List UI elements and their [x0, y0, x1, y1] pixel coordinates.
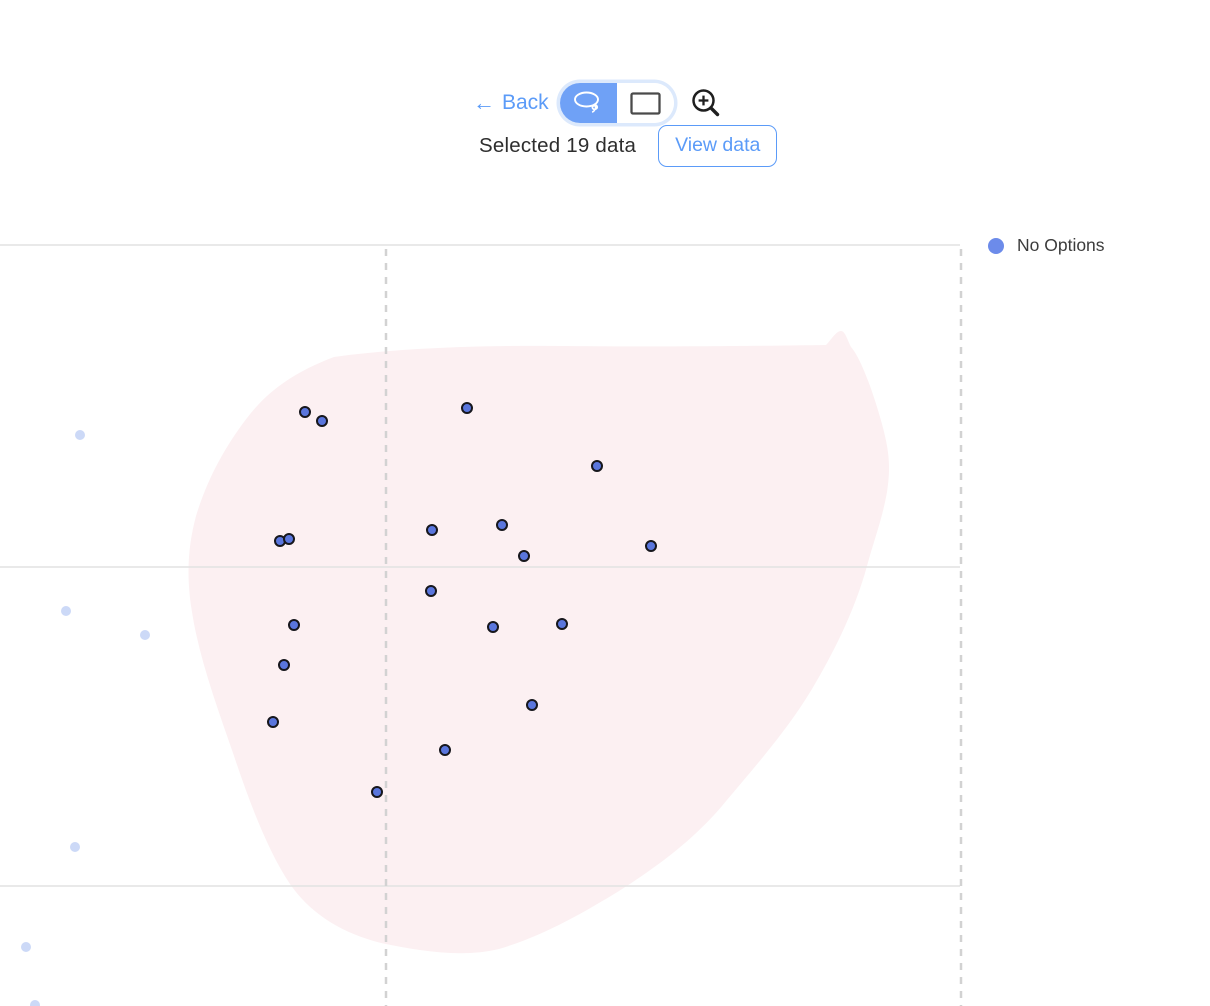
gridlines: [0, 244, 963, 1006]
view-data-button[interactable]: View data: [658, 125, 778, 167]
back-button[interactable]: ← Back: [473, 91, 549, 115]
legend-label: No Options: [1017, 235, 1105, 255]
data-point-selected[interactable]: [283, 533, 295, 545]
scatter-points: [21, 402, 657, 1006]
lasso-tool-button[interactable]: [559, 83, 617, 123]
data-point-unselected[interactable]: [61, 606, 71, 616]
zoom-in-icon: [690, 87, 723, 120]
chart-toolbar: ← Back: [473, 82, 725, 124]
selection-count-label: Selected 19 data: [479, 134, 637, 157]
data-point-unselected[interactable]: [75, 430, 85, 440]
data-point-selected[interactable]: [645, 540, 657, 552]
data-point-unselected[interactable]: [70, 842, 80, 852]
data-point-unselected[interactable]: [21, 942, 31, 952]
data-point-selected[interactable]: [299, 406, 311, 418]
back-label: Back: [502, 91, 549, 114]
back-arrow-icon: ←: [473, 90, 495, 115]
data-point-selected[interactable]: [591, 460, 603, 472]
data-point-selected[interactable]: [278, 659, 290, 671]
data-point-unselected[interactable]: [30, 1000, 40, 1006]
data-point-selected[interactable]: [316, 415, 328, 427]
data-point-selected[interactable]: [556, 618, 568, 630]
data-point-selected[interactable]: [487, 621, 499, 633]
data-point-selected[interactable]: [518, 550, 530, 562]
data-point-selected[interactable]: [267, 716, 279, 728]
data-point-unselected[interactable]: [140, 630, 150, 640]
data-point-selected[interactable]: [425, 585, 437, 597]
zoom-in-button[interactable]: [689, 85, 725, 121]
lasso-icon: [572, 90, 605, 116]
data-point-selected[interactable]: [526, 699, 538, 711]
selection-tool-toggle: [559, 83, 674, 123]
data-point-selected[interactable]: [461, 402, 473, 414]
data-point-selected[interactable]: [371, 786, 383, 798]
legend-item-no-options[interactable]: No Options: [988, 235, 1105, 256]
rectangle-tool-button[interactable]: [616, 83, 674, 123]
data-point-selected[interactable]: [288, 619, 300, 631]
data-point-selected[interactable]: [496, 519, 508, 531]
legend-dot-icon: [988, 237, 1004, 254]
lasso-selection-region: [188, 331, 890, 954]
rectangle-select-icon: [630, 91, 661, 115]
data-point-selected[interactable]: [426, 524, 438, 536]
selection-status-bar: Selected 19 data View data: [479, 125, 778, 167]
data-point-selected[interactable]: [439, 744, 451, 756]
